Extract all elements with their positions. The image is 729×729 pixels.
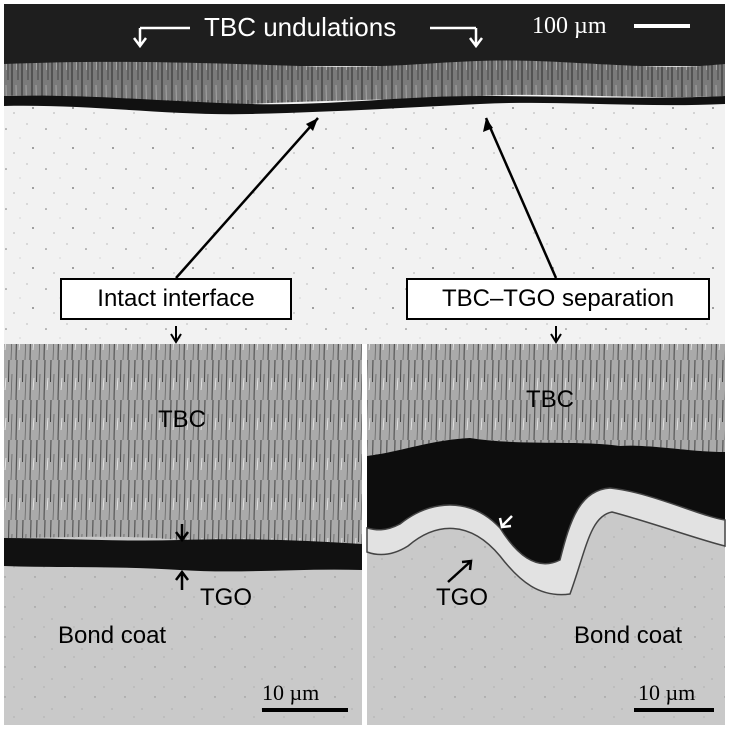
left-tgo-bottom-arrow-icon: [175, 569, 189, 590]
left-tgo-top-arrow-icon: [175, 524, 189, 543]
bottom-left-micrograph: [4, 326, 362, 725]
right-tgo-white-arrow-icon: [498, 515, 513, 529]
left-tbc-label: TBC: [158, 406, 206, 433]
top-tgo-layer: [4, 95, 725, 115]
left-tgo-layer: [4, 538, 362, 572]
left-tgo-label: TGO: [200, 584, 252, 611]
right-scale-bar-label: 10 µm: [638, 680, 696, 705]
bottom-right-micrograph: [366, 326, 726, 725]
intact-pointer-line: [175, 117, 319, 279]
panel-divider: [362, 344, 367, 725]
top-scale-bar-label: 100 µm: [532, 13, 607, 39]
right-tgo-label: TGO: [436, 584, 488, 611]
separation-pointer-arrowhead-icon: [483, 118, 493, 132]
top-tbc-band: [4, 60, 725, 105]
left-bond-coat-label: Bond coat: [58, 622, 167, 649]
right-panel-down-arrow-icon: [550, 326, 562, 344]
right-tgo-black-arrow-icon: [447, 559, 473, 583]
top-title: TBC undulations: [204, 12, 397, 42]
right-tbc-layer: [367, 344, 725, 456]
top-dark-region: [4, 4, 725, 66]
right-tgo-layer: [366, 487, 726, 596]
right-separation-gap: [367, 438, 725, 564]
intact-interface-callout: Intact interface: [60, 278, 292, 320]
left-panel-down-arrow-icon: [170, 326, 182, 344]
separation-pointer-line: [484, 117, 558, 279]
left-tbc-layer: [4, 344, 362, 544]
left-scale-bar-label: 10 µm: [262, 680, 320, 705]
intact-pointer-arrowhead-icon: [306, 118, 318, 131]
right-bond-coat-label: Bond coat: [574, 622, 683, 649]
right-tbc-label: TBC: [526, 386, 574, 413]
separation-callout: TBC–TGO separation: [406, 278, 710, 320]
right-down-arrow-icon: [430, 26, 483, 49]
left-down-arrow-icon: [133, 26, 190, 49]
